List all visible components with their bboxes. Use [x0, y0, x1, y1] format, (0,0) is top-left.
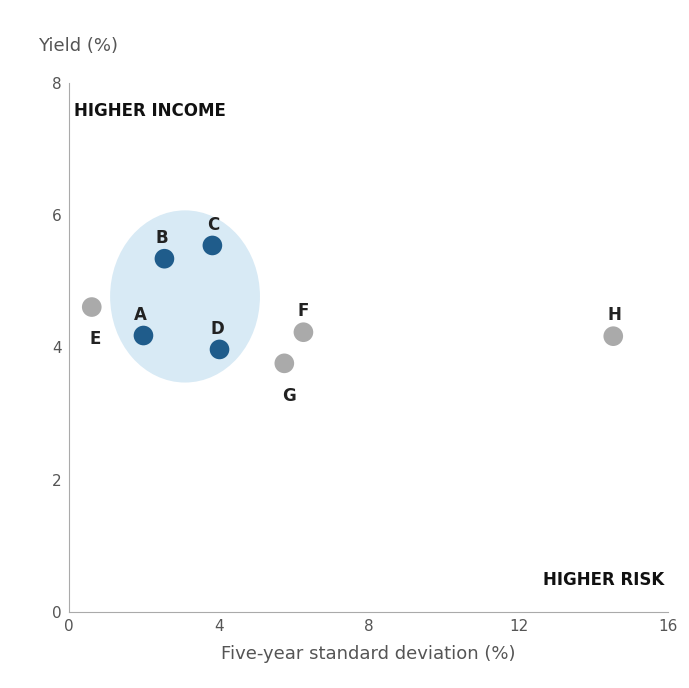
X-axis label: Five-year standard deviation (%): Five-year standard deviation (%) [221, 645, 516, 663]
Text: H: H [608, 306, 621, 324]
Point [159, 253, 170, 264]
Ellipse shape [110, 211, 260, 383]
Text: A: A [134, 305, 147, 323]
Point [279, 358, 290, 369]
Text: HIGHER INCOME: HIGHER INCOME [74, 103, 225, 120]
Point [207, 240, 218, 251]
Text: B: B [155, 229, 167, 247]
Text: G: G [282, 387, 296, 405]
Text: F: F [298, 302, 309, 321]
Text: C: C [207, 215, 219, 233]
Point [608, 331, 619, 342]
Point [214, 344, 225, 355]
Text: HIGHER RISK: HIGHER RISK [544, 571, 665, 589]
Point [298, 327, 309, 338]
Point [138, 330, 149, 341]
Text: Yield (%): Yield (%) [38, 37, 118, 55]
Point [86, 301, 97, 312]
Text: E: E [90, 330, 101, 348]
Text: D: D [210, 319, 224, 338]
